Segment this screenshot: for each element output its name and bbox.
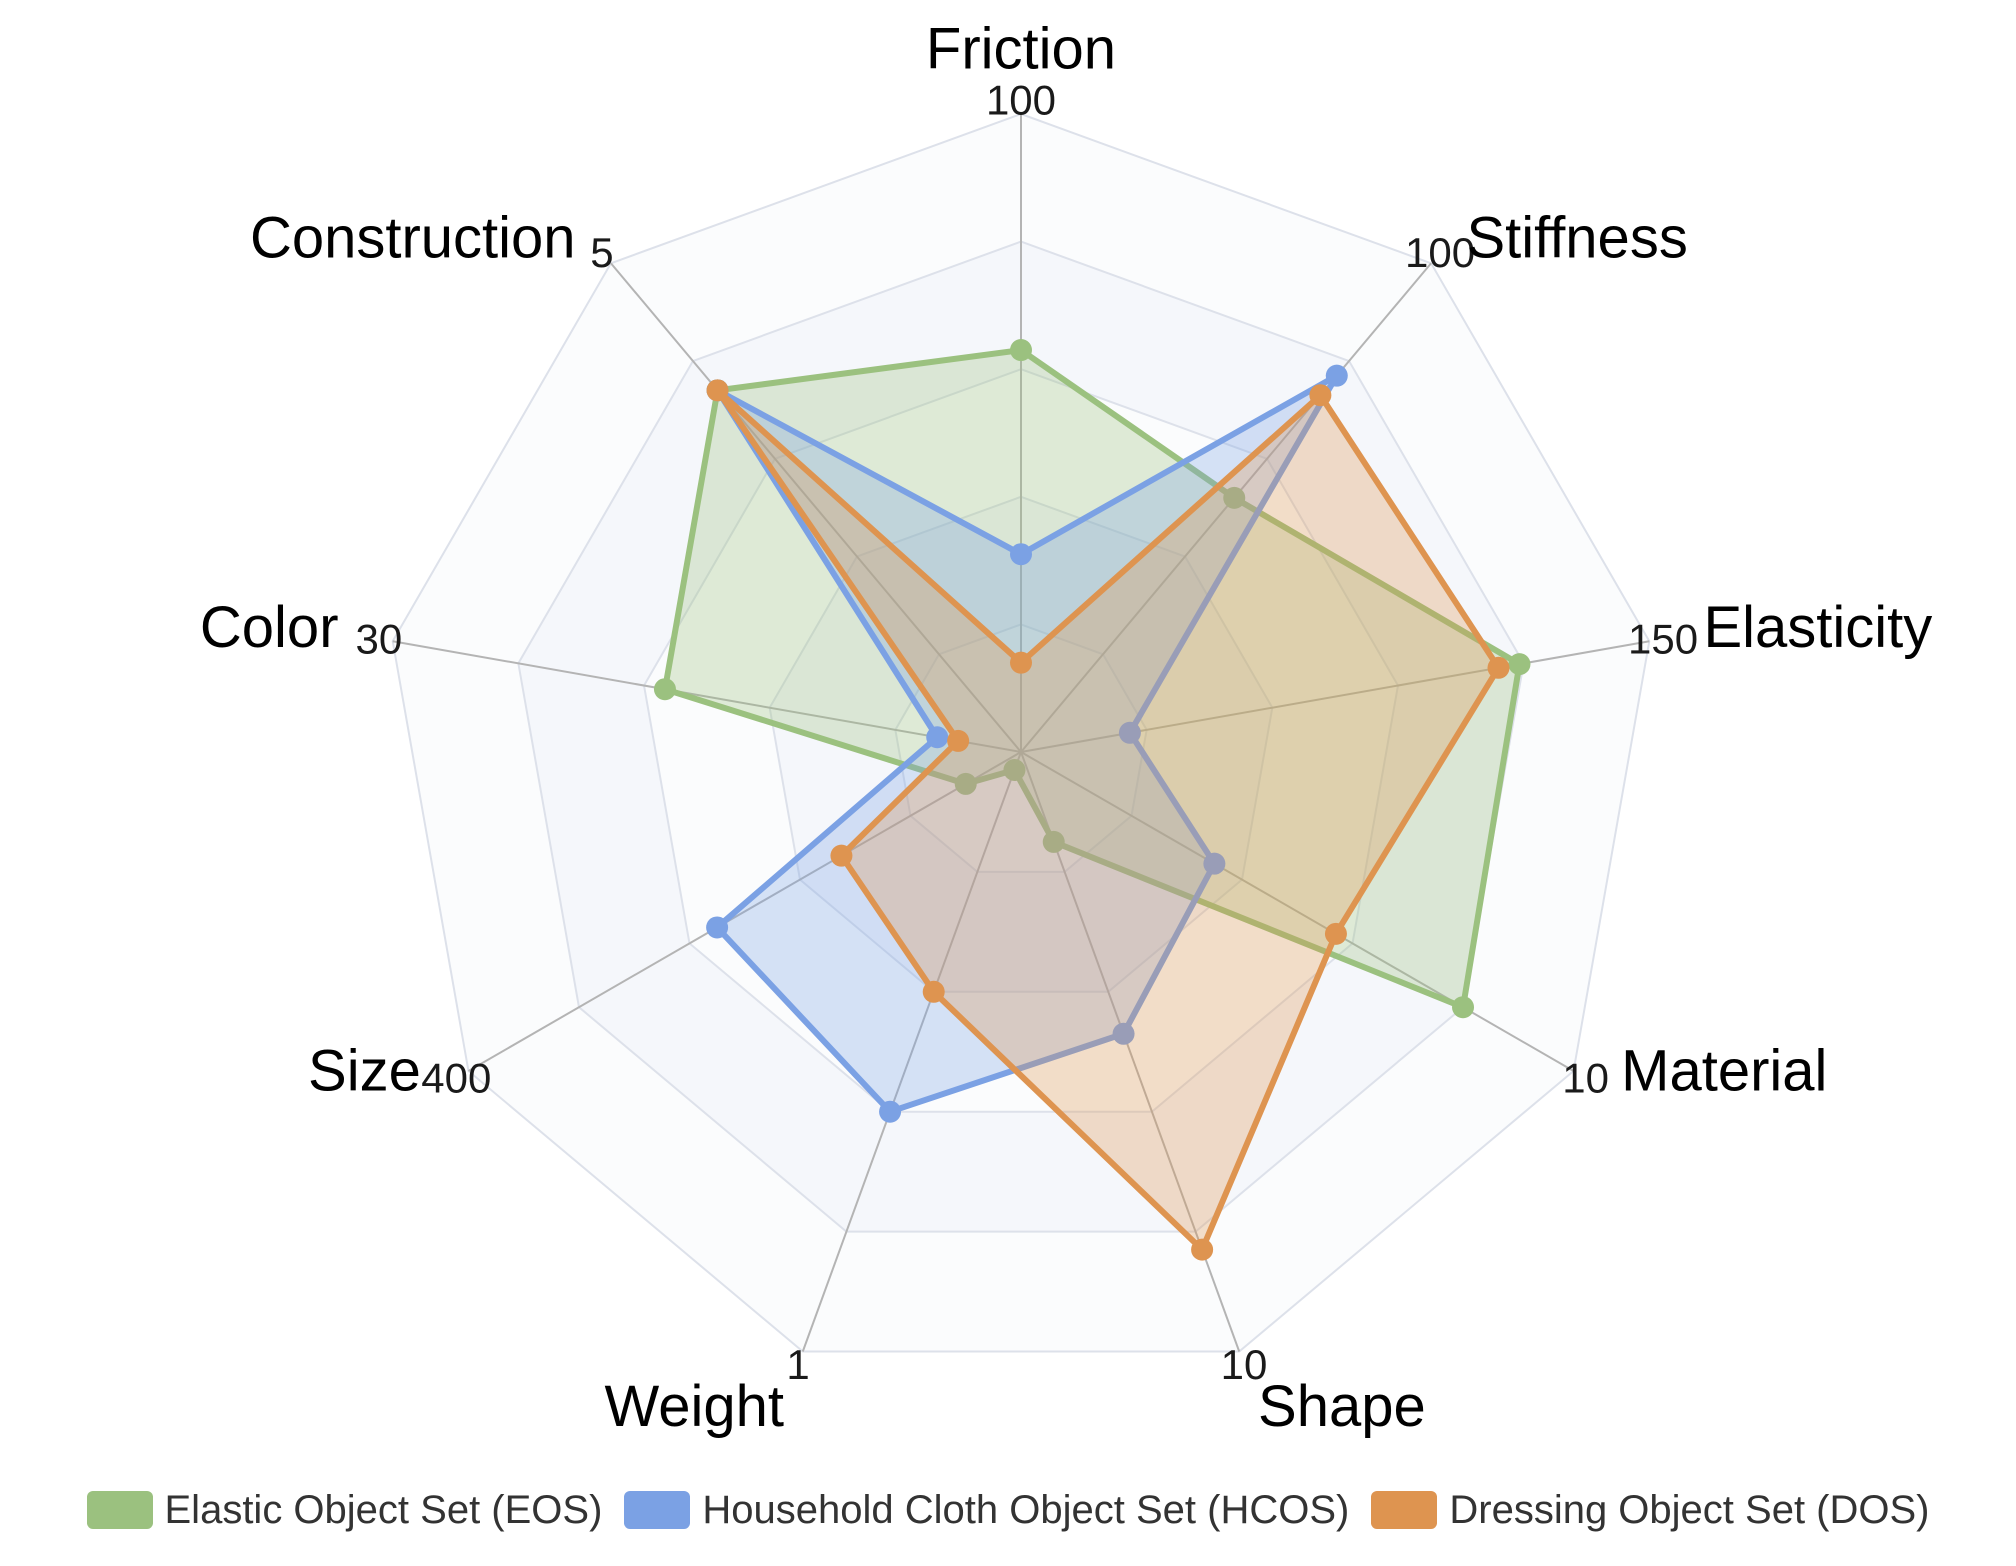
data-point [706, 379, 729, 402]
data-point [947, 729, 970, 752]
legend-item[interactable]: Dressing Object Set (DOS) [1371, 1487, 1930, 1533]
axis-spoke [1020, 262, 1432, 753]
data-point [1042, 830, 1065, 853]
data-point [706, 916, 729, 939]
data-point [1112, 1022, 1135, 1045]
legend: Elastic Object Set (EOS) Household Cloth … [0, 1480, 2016, 1540]
data-point [653, 678, 676, 701]
axis-spoke [610, 262, 1022, 753]
data-point [922, 980, 945, 1003]
legend-label: Dressing Object Set (DOS) [1449, 1487, 1930, 1532]
legend-item[interactable]: Elastic Object Set (EOS) [86, 1487, 603, 1533]
axis-max-label: 10 [1562, 1055, 1609, 1102]
data-point [1010, 339, 1032, 362]
data-point [1309, 384, 1332, 407]
axis-max-label: 10 [1221, 1341, 1268, 1388]
axis-label-elasticity: Elasticity [1703, 595, 1932, 660]
legend-label: Elastic Object Set (EOS) [164, 1487, 603, 1532]
axis-label-stiffness: Stiffness [1466, 205, 1687, 270]
legend-item[interactable]: Household Cloth Object Set (HCOS) [624, 1488, 1349, 1533]
legend-swatch [1371, 1491, 1438, 1529]
axis-label-size: Size [308, 1039, 421, 1104]
data-point [926, 726, 949, 749]
axis-label-friction: Friction [926, 17, 1116, 82]
data-point [1203, 852, 1226, 875]
legend-label: Household Cloth Object Set (HCOS) [702, 1487, 1350, 1532]
series-area [714, 387, 1502, 1253]
axis-max-label: 5 [590, 229, 613, 276]
axis-spoke [467, 751, 1022, 1072]
data-point [954, 772, 977, 795]
axis-max-label: 150 [1628, 615, 1698, 662]
legend-swatch [86, 1491, 153, 1529]
axis-max-label: 1 [786, 1341, 809, 1388]
axis-max-label: 30 [356, 615, 403, 662]
axis-spoke [801, 751, 1022, 1352]
series-area [661, 347, 1523, 1011]
axis-label-weight: Weight [605, 1374, 784, 1439]
data-point [1508, 653, 1531, 676]
data-point [1191, 1238, 1214, 1261]
data-point [1003, 758, 1026, 781]
axis-spoke [1020, 751, 1575, 1072]
axis-max-label: 100 [986, 77, 1056, 124]
axis-label-material: Material [1621, 1039, 1827, 1104]
data-point [1010, 651, 1032, 674]
axis-max-label: 400 [421, 1055, 491, 1102]
data-point [1118, 721, 1141, 744]
data-point [1010, 543, 1032, 566]
data-point [1452, 996, 1475, 1019]
series-1 [706, 364, 1348, 1123]
axis-label-color: Color [200, 595, 339, 660]
axis-max-label: 100 [1405, 229, 1475, 276]
axis-label-construction: Construction [250, 205, 576, 270]
axis-label-shape: Shape [1258, 1374, 1426, 1439]
data-point [1324, 922, 1347, 945]
data-point [1487, 656, 1510, 679]
data-point [879, 1100, 902, 1123]
axis-spoke [392, 640, 1022, 753]
data-point [830, 844, 853, 867]
legend-swatch [624, 1491, 691, 1529]
series-area [714, 372, 1340, 1115]
data-point [1325, 364, 1348, 387]
series-2 [706, 379, 1510, 1261]
data-point [1223, 486, 1246, 509]
